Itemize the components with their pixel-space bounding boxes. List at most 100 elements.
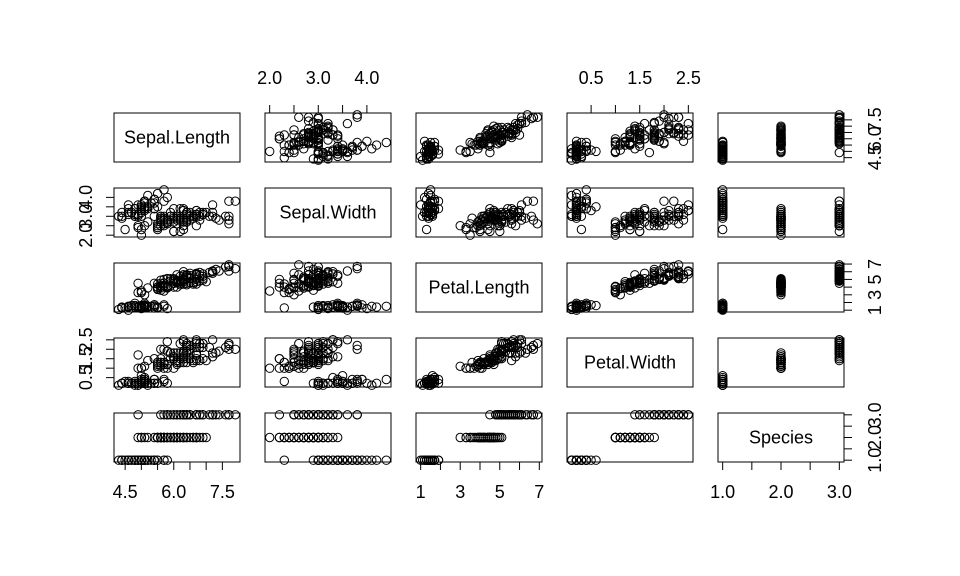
data-point <box>139 361 150 371</box>
data-point <box>130 302 140 312</box>
data-point <box>615 145 625 155</box>
data-point <box>834 355 844 366</box>
data-point <box>165 348 176 358</box>
data-point <box>220 410 231 420</box>
data-point <box>678 136 689 147</box>
data-point <box>172 410 182 420</box>
data-point <box>139 432 150 443</box>
data-point <box>644 432 655 443</box>
data-point <box>156 280 166 291</box>
data-point <box>308 117 319 128</box>
data-point <box>664 209 674 220</box>
data-point <box>149 455 160 465</box>
tick-label: 2.0 <box>865 425 885 450</box>
data-point <box>289 145 299 155</box>
data-point <box>514 118 525 129</box>
data-point <box>214 266 224 276</box>
panel-petal-length-vs-petal-length: Petal.Length <box>415 262 543 313</box>
data-point <box>620 137 630 148</box>
diagonal-label: Species <box>749 428 813 448</box>
data-point <box>224 410 234 420</box>
data-point <box>123 305 134 315</box>
data-point <box>581 196 591 206</box>
data-point <box>635 209 645 220</box>
data-point <box>178 274 189 285</box>
data-point <box>274 131 285 141</box>
data-point <box>299 136 309 147</box>
data-point <box>162 455 173 465</box>
data-point <box>143 432 153 443</box>
tick-label: 4.0 <box>354 68 379 88</box>
data-point <box>303 410 314 420</box>
data-point <box>516 215 527 225</box>
data-point <box>381 301 391 311</box>
panel-sepal-width-vs-species <box>717 185 845 240</box>
data-point <box>294 338 304 349</box>
data-point <box>776 281 786 291</box>
data-point <box>313 135 323 145</box>
data-point <box>323 455 333 465</box>
data-point <box>214 410 224 420</box>
data-point <box>342 147 353 158</box>
tick-label: 4.0 <box>76 185 96 210</box>
data-point <box>169 410 179 420</box>
data-point <box>586 300 596 310</box>
data-point <box>506 219 517 229</box>
data-point <box>328 269 338 279</box>
bottom-axis-petal-length: 1 3 5 7 <box>416 461 544 502</box>
data-point <box>178 432 189 443</box>
data-point <box>204 410 215 420</box>
data-point <box>169 432 179 443</box>
data-point <box>673 204 684 214</box>
data-point <box>308 378 319 388</box>
data-point <box>143 355 153 366</box>
data-point <box>172 348 182 358</box>
data-point <box>423 146 434 157</box>
tick-label: 2.0 <box>768 482 793 502</box>
data-point <box>169 211 179 222</box>
data-point <box>333 145 343 155</box>
data-point <box>143 301 153 311</box>
data-point <box>610 284 621 295</box>
data-point <box>776 145 786 155</box>
data-point <box>620 140 630 150</box>
data-point <box>352 340 362 351</box>
data-point <box>265 146 275 157</box>
data-point <box>834 221 844 231</box>
data-point <box>313 127 323 138</box>
tick-label: 7.5 <box>210 482 235 502</box>
data-point <box>123 455 134 465</box>
data-point <box>352 264 362 274</box>
data-point <box>328 378 338 388</box>
data-point <box>342 266 353 276</box>
data-point <box>649 264 659 275</box>
data-point <box>279 455 289 465</box>
panel-sepal-length-vs-petal-width <box>566 110 694 165</box>
data-point <box>367 380 377 390</box>
data-point <box>654 274 664 285</box>
data-point <box>639 268 650 278</box>
data-point <box>308 432 319 443</box>
data-point <box>776 131 786 141</box>
data-point <box>625 126 635 136</box>
data-point <box>455 221 465 231</box>
data-point <box>230 344 241 354</box>
data-point <box>333 410 343 420</box>
data-point <box>289 274 299 285</box>
data-point <box>159 455 169 465</box>
data-point <box>362 136 372 147</box>
data-point <box>635 432 645 443</box>
panel-petal-width-vs-sepal-width <box>264 335 392 390</box>
data-point <box>284 363 294 373</box>
data-point <box>497 354 507 364</box>
data-point <box>159 432 169 443</box>
data-point <box>485 221 495 231</box>
data-point <box>182 410 192 420</box>
data-point <box>497 211 507 222</box>
data-point <box>308 455 319 465</box>
data-point <box>333 131 343 141</box>
data-point <box>371 455 382 465</box>
data-point <box>664 205 674 216</box>
tick-label: 2.5 <box>676 68 701 88</box>
data-point <box>649 118 659 129</box>
